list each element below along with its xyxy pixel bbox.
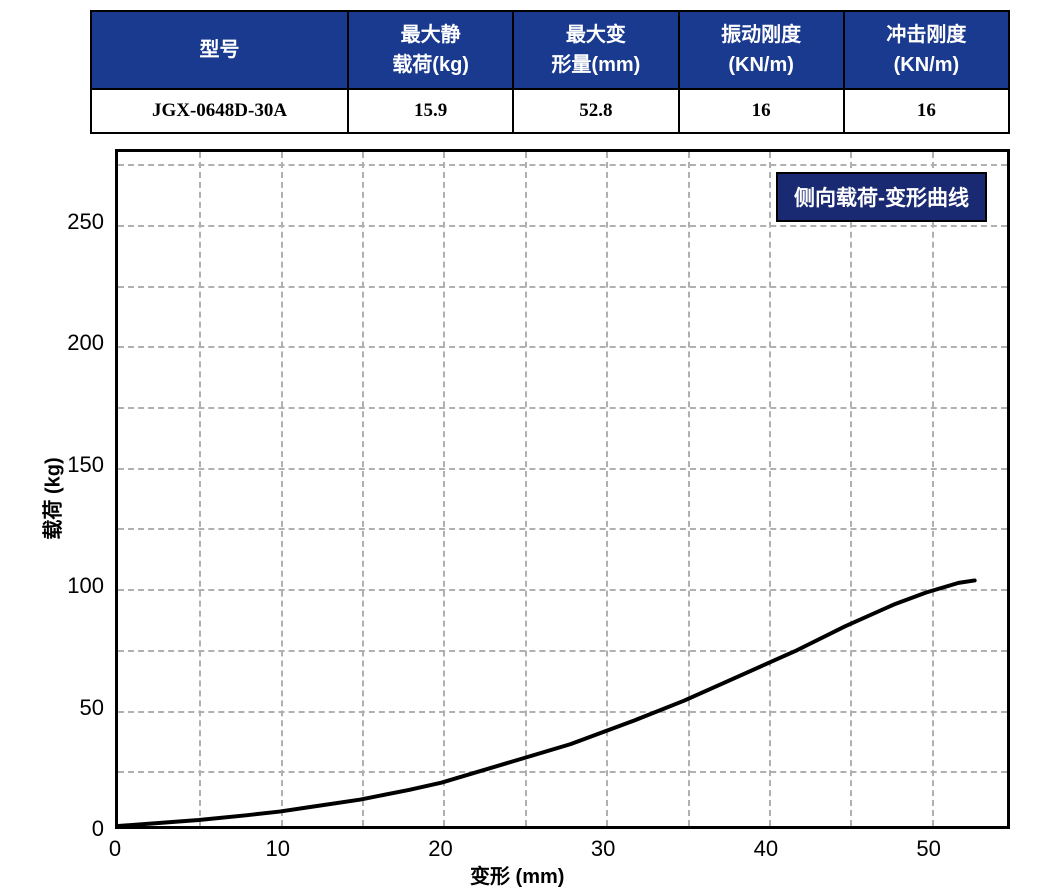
x-tick-label: 0 <box>109 836 121 862</box>
grid-line-v <box>606 152 608 826</box>
grid-line-h <box>118 528 1007 530</box>
grid-line-v <box>932 152 934 826</box>
grid-line-v <box>688 152 690 826</box>
x-axis-title: 变形 (mm) <box>470 860 564 889</box>
table-header-cell: 振动刚度(KN/m) <box>679 11 844 89</box>
grid-line-v <box>850 152 852 826</box>
chart-legend: 侧向载荷-变形曲线 <box>776 172 987 222</box>
load-deformation-curve <box>118 580 975 826</box>
y-tick-label: 100 <box>67 573 112 599</box>
grid-line-v <box>362 152 364 826</box>
spec-table: 型号最大静载荷(kg)最大变形量(mm)振动刚度(KN/m)冲击刚度(KN/m)… <box>90 10 1010 134</box>
x-tick-label: 20 <box>428 836 452 862</box>
table-header-cell: 最大静载荷(kg) <box>348 11 513 89</box>
grid-line-h <box>118 225 1007 227</box>
spec-table-wrap: 型号最大静载荷(kg)最大变形量(mm)振动刚度(KN/m)冲击刚度(KN/m)… <box>90 10 1010 134</box>
grid-line-v <box>281 152 283 826</box>
x-tick-label: 10 <box>265 836 289 862</box>
grid-line-v <box>769 152 771 826</box>
curve-svg <box>118 152 1007 826</box>
grid-line-v <box>443 152 445 826</box>
y-axis-title: 载荷 (kg) <box>37 457 66 539</box>
table-header-cell: 型号 <box>91 11 348 89</box>
grid-line-h <box>118 589 1007 591</box>
grid-line-h <box>118 711 1007 713</box>
grid-line-h <box>118 164 1007 166</box>
table-header-cell: 冲击刚度(KN/m) <box>844 11 1009 89</box>
y-tick-label: 250 <box>67 209 112 235</box>
table-header-row: 型号最大静载荷(kg)最大变形量(mm)振动刚度(KN/m)冲击刚度(KN/m) <box>91 11 1009 89</box>
y-tick-label: 200 <box>67 330 112 356</box>
table-data-cell: 52.8 <box>513 89 678 133</box>
plot-area: 侧向载荷-变形曲线 <box>115 149 1010 829</box>
x-tick-label: 40 <box>754 836 778 862</box>
y-tick-label: 150 <box>67 452 112 478</box>
chart-container: 载荷 (kg) 变形 (mm) 侧向载荷-变形曲线 05010015020025… <box>20 144 1025 884</box>
grid-line-h <box>118 346 1007 348</box>
x-tick-label: 50 <box>916 836 940 862</box>
x-tick-label: 30 <box>591 836 615 862</box>
table-data-cell: 15.9 <box>348 89 513 133</box>
table-data-cell: JGX-0648D-30A <box>91 89 348 133</box>
grid-line-h <box>118 650 1007 652</box>
table-data-cell: 16 <box>679 89 844 133</box>
grid-line-h <box>118 286 1007 288</box>
table-data-cell: 16 <box>844 89 1009 133</box>
table-data-row: JGX-0648D-30A15.952.81616 <box>91 89 1009 133</box>
grid-line-h <box>118 468 1007 470</box>
table-header-cell: 最大变形量(mm) <box>513 11 678 89</box>
grid-line-h <box>118 771 1007 773</box>
grid-line-h <box>118 407 1007 409</box>
grid-line-v <box>525 152 527 826</box>
grid-line-v <box>199 152 201 826</box>
y-tick-label: 50 <box>80 695 112 721</box>
